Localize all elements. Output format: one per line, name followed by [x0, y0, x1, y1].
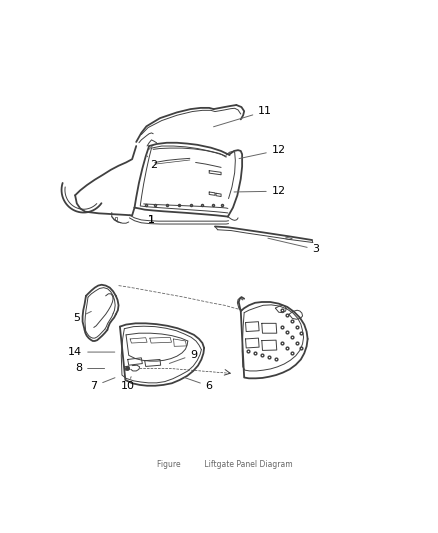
Text: 3: 3: [268, 238, 320, 254]
Text: 1: 1: [148, 215, 155, 225]
Text: 11: 11: [214, 106, 272, 127]
Text: 5: 5: [73, 311, 91, 324]
Text: 6: 6: [185, 377, 213, 391]
Text: 12: 12: [239, 145, 286, 159]
Text: Figure          Liftgate Panel Diagram: Figure Liftgate Panel Diagram: [157, 459, 292, 469]
Text: 14: 14: [68, 347, 115, 357]
Text: 9: 9: [170, 350, 198, 364]
Text: 12: 12: [234, 186, 286, 196]
Text: 1: 1: [148, 215, 155, 225]
Text: 7: 7: [90, 378, 115, 391]
Text: 2: 2: [146, 155, 157, 169]
Text: 10: 10: [121, 377, 135, 391]
Text: 8: 8: [75, 364, 105, 374]
